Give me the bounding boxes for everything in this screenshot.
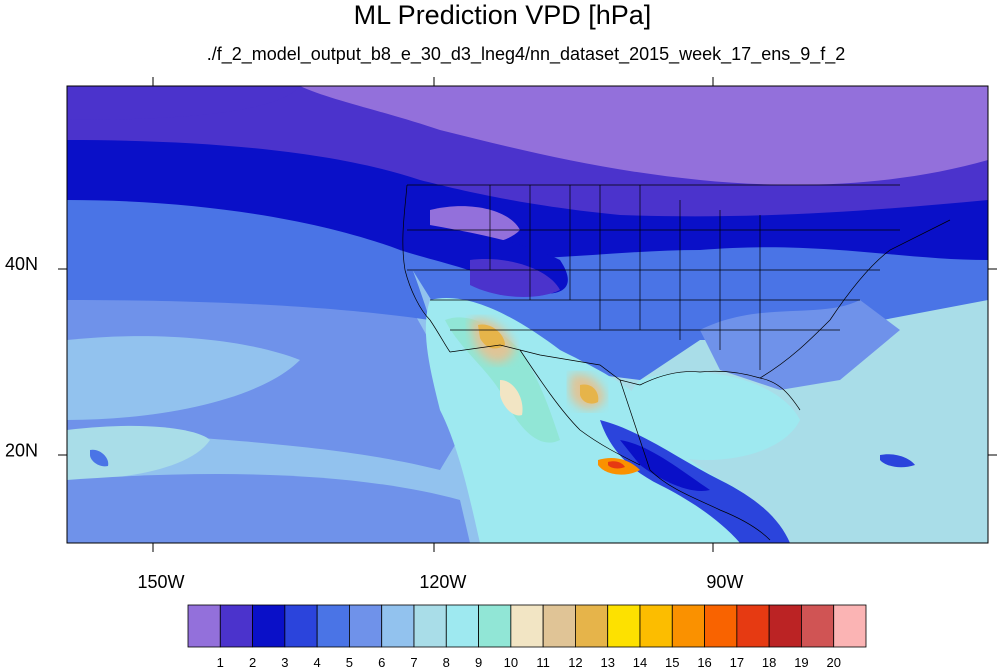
colorbar-label: 14 [633, 655, 647, 670]
colorbar-label: 3 [281, 655, 288, 670]
colorbar-label: 5 [346, 655, 353, 670]
vpd-field [67, 86, 988, 543]
colorbar-swatch [478, 604, 512, 648]
page-subtitle: ./f_2_model_output_b8_e_30_d3_lneg4/nn_d… [206, 44, 846, 64]
colorbar-swatch [575, 604, 609, 648]
colorbar-label: 1 [217, 655, 224, 670]
longitude-tick-label: 150W [137, 572, 184, 592]
colorbar-label: 9 [475, 655, 482, 670]
colorbar-swatch [704, 604, 738, 648]
colorbar-swatch [381, 604, 415, 648]
colorbar-label: 18 [762, 655, 776, 670]
colorbar-label: 20 [826, 655, 840, 670]
colorbar-swatch [445, 604, 479, 648]
colorbar-swatch [542, 604, 576, 648]
colorbar-swatch [316, 604, 350, 648]
colorbar-swatch [736, 604, 770, 648]
colorbar-label: 16 [697, 655, 711, 670]
colorbar: 1 2 3 4 5 6 7 8 9 10 11 12 13 14 15 16 17 18 19 20 [187, 604, 867, 670]
tick-marks [58, 77, 997, 552]
colorbar-swatch [833, 604, 867, 648]
colorbar-label: 15 [665, 655, 679, 670]
colorbar-swatch [252, 604, 286, 648]
colorbar-label: 13 [600, 655, 614, 670]
colorbar-label: 10 [504, 655, 518, 670]
colorbar-swatch [671, 604, 705, 648]
colorbar-label: 11 [536, 655, 550, 670]
colorbar-swatch [187, 604, 221, 648]
colorbar-swatch [349, 604, 383, 648]
colorbar-swatch [801, 604, 835, 648]
latitude-tick-label: 20N [5, 441, 38, 461]
latitude-tick-label: 40N [5, 254, 38, 274]
longitude-labels: 150W 120W 90W [137, 572, 743, 592]
colorbar-label: 2 [249, 655, 256, 670]
colorbar-swatch [639, 604, 673, 648]
boundary-lines [402, 184, 951, 541]
colorbar-swatch [284, 604, 318, 648]
latitude-labels: 40N 20N [5, 254, 38, 461]
map-frame [66, 85, 989, 544]
colorbar-swatch [607, 604, 641, 648]
colorbar-label: 8 [443, 655, 450, 670]
colorbar-label: 17 [730, 655, 744, 670]
colorbar-label: 19 [794, 655, 808, 670]
colorbar-swatch [510, 604, 544, 648]
colorbar-swatch [768, 604, 802, 648]
colorbar-label: 12 [568, 655, 582, 670]
page-title: ML Prediction VPD [hPa] [353, 0, 652, 30]
colorbar-label: 4 [314, 655, 321, 670]
colorbar-label: 6 [378, 655, 385, 670]
longitude-tick-label: 90W [706, 572, 743, 592]
colorbar-swatch [413, 604, 447, 648]
colorbar-swatch [219, 604, 253, 648]
colorbar-label: 7 [410, 655, 417, 670]
longitude-tick-label: 120W [419, 572, 466, 592]
